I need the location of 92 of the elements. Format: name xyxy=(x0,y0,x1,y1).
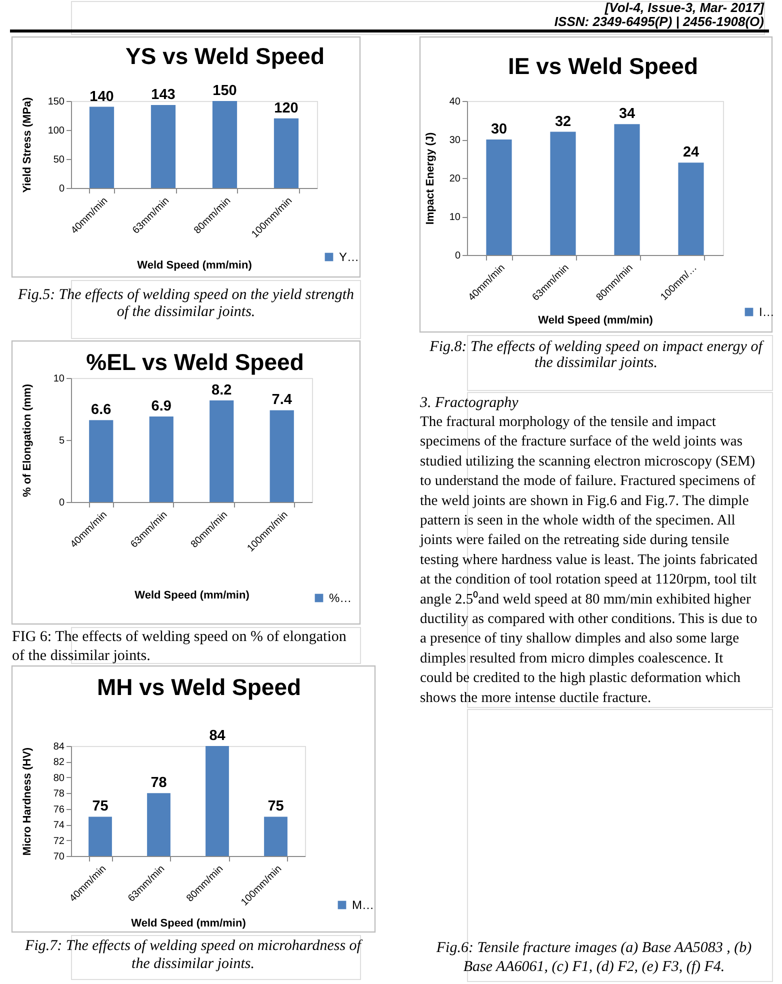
x-axis-title: Weld Speed (mm/min) xyxy=(538,314,654,326)
bar xyxy=(486,140,512,255)
data-label: 84 xyxy=(209,728,226,744)
y-tick-label: 10 xyxy=(53,374,65,384)
x-axis-title: Weld Speed (mm/min) xyxy=(137,260,252,272)
data-label: 34 xyxy=(618,106,636,122)
y-axis-title: Micro Hardness (HV) xyxy=(22,747,34,856)
x-axis-title: Weld Speed (mm/min) xyxy=(131,918,246,930)
caption: Fig.5: The effects of welding speed on the yield strength xyxy=(16,287,354,303)
data-label: 75 xyxy=(92,798,108,815)
data-label: 24 xyxy=(682,144,700,161)
text: 3. Fractography xyxy=(419,395,519,411)
text: shows the more intense ductile fracture. xyxy=(420,690,652,706)
bar xyxy=(550,132,576,255)
text: to understand the mode of failure. Fractured specimens of xyxy=(420,473,756,490)
bar xyxy=(212,101,238,188)
bar xyxy=(150,105,176,188)
data-label: 78 xyxy=(150,775,167,792)
y-tick-label: 0 xyxy=(58,184,65,194)
text: the dissimilar joints. xyxy=(132,956,254,972)
data-label: 7.4 xyxy=(272,392,292,408)
y-tick-label: 72 xyxy=(53,836,65,847)
chart-title: %EL vs Weld Speed xyxy=(86,349,304,375)
chart-title: MH vs Weld Speed xyxy=(96,674,302,700)
text: could be credited to the high plastic deformation which xyxy=(420,670,742,686)
y-tick-label: 30 xyxy=(449,135,461,146)
y-tick-label: 80 xyxy=(53,772,65,784)
text: [Vol-4, Issue-3, Mar- 2017] xyxy=(604,0,765,15)
bar xyxy=(270,410,294,502)
text: dimples resulted from micro dimples coalescence. It xyxy=(420,650,724,666)
data-label: 6.6 xyxy=(91,402,112,418)
text: specimens of the fracture surface of the weld joints was xyxy=(420,434,743,450)
legend-label: I… xyxy=(759,305,774,319)
y-tick-label: 100 xyxy=(48,126,65,136)
text: at the condition of tool rotation speed at 1120rpm, tool tilt xyxy=(420,572,757,588)
chart-title: YS vs Weld Speed xyxy=(126,43,324,69)
y-axis-title: % of Elongation (mm) xyxy=(22,384,34,498)
chart-title: IE vs Weld Speed xyxy=(508,53,698,79)
text: ISSN: 2349-6495(P) | 2456-1908(O) xyxy=(554,14,764,29)
y-tick-label: 0 xyxy=(58,498,65,508)
y-tick-label: 5 xyxy=(58,436,65,446)
y-tick-label: 20 xyxy=(449,174,461,184)
data-label: 143 xyxy=(151,87,176,104)
caption: Fig.6: Tensile fracture images (a) Base AA5083 , (b) xyxy=(435,940,752,956)
text: studied utilizing the scanning electron microscopy (SEM) xyxy=(420,453,756,470)
caption: FIG 6: The effects of welding speed on % of elongation xyxy=(12,629,347,645)
text: joints were failed on the retreating side during tensile xyxy=(419,532,730,548)
text: angle 2.5⁰and weld speed at 80 mm/min exhibited higher xyxy=(420,590,751,608)
data-label: 30 xyxy=(490,122,508,138)
y-tick-label: 82 xyxy=(53,757,65,768)
y-tick-label: 0 xyxy=(454,250,461,262)
y-tick-label: 10 xyxy=(449,212,461,223)
y-tick-label: 40 xyxy=(449,96,461,108)
text: ductility as compared with other conditions. This is due to xyxy=(420,611,758,627)
text: the weld joints are shown in Fig.6 and Fig.7. The dimple xyxy=(420,492,749,509)
data-label: 32 xyxy=(554,114,572,130)
bar xyxy=(678,162,704,255)
y-tick-label: 84 xyxy=(53,742,65,752)
y-tick-label: 150 xyxy=(48,96,65,108)
legend-label: M… xyxy=(352,898,374,912)
bar xyxy=(149,416,174,502)
text: Base AA6061, (c) F1, (d) F2, (e) F3, (f) F4. xyxy=(463,959,725,975)
y-tick-label: 50 xyxy=(53,154,65,166)
text: of the dissimilar joints. xyxy=(12,648,150,664)
text: The fractural morphology of the tensile and impact xyxy=(420,414,716,430)
y-tick-label: 78 xyxy=(53,788,65,800)
y-axis-title: Impact Energy (J) xyxy=(424,132,436,225)
caption: Fig.8: The effects of welding speed on impact energy of xyxy=(428,339,764,355)
data-label: 75 xyxy=(268,798,284,815)
bar xyxy=(210,400,234,502)
data-label: 120 xyxy=(274,100,298,116)
y-tick-label: 76 xyxy=(53,804,65,816)
legend-label: Y… xyxy=(339,250,360,264)
x-axis-title: Weld Speed (mm/min) xyxy=(134,590,250,602)
data-label: 6.9 xyxy=(151,398,172,414)
text: testing where hardness value is least. The joints fabricated xyxy=(420,552,758,568)
y-axis-title: Yield Stress (MPa) xyxy=(22,96,34,193)
text: a presence of tiny shallow dimples and also some large xyxy=(420,630,740,647)
bar xyxy=(614,124,640,255)
bar xyxy=(89,420,114,502)
text: of the dissimilar joints. xyxy=(116,304,256,320)
bar xyxy=(89,106,114,188)
legend-label: %… xyxy=(329,591,352,605)
data-label: 140 xyxy=(90,88,114,105)
y-tick-label: 74 xyxy=(53,820,65,832)
y-tick-label: 70 xyxy=(53,852,65,862)
bar xyxy=(274,118,299,188)
data-label: 150 xyxy=(212,83,237,99)
text: pattern is seen in the whole width of the specimen. All xyxy=(420,512,736,528)
data-label: 8.2 xyxy=(212,382,232,398)
text: the dissimilar joints. xyxy=(534,355,658,371)
caption: Fig.7: The effects of welding speed on microhardness of xyxy=(24,938,363,954)
